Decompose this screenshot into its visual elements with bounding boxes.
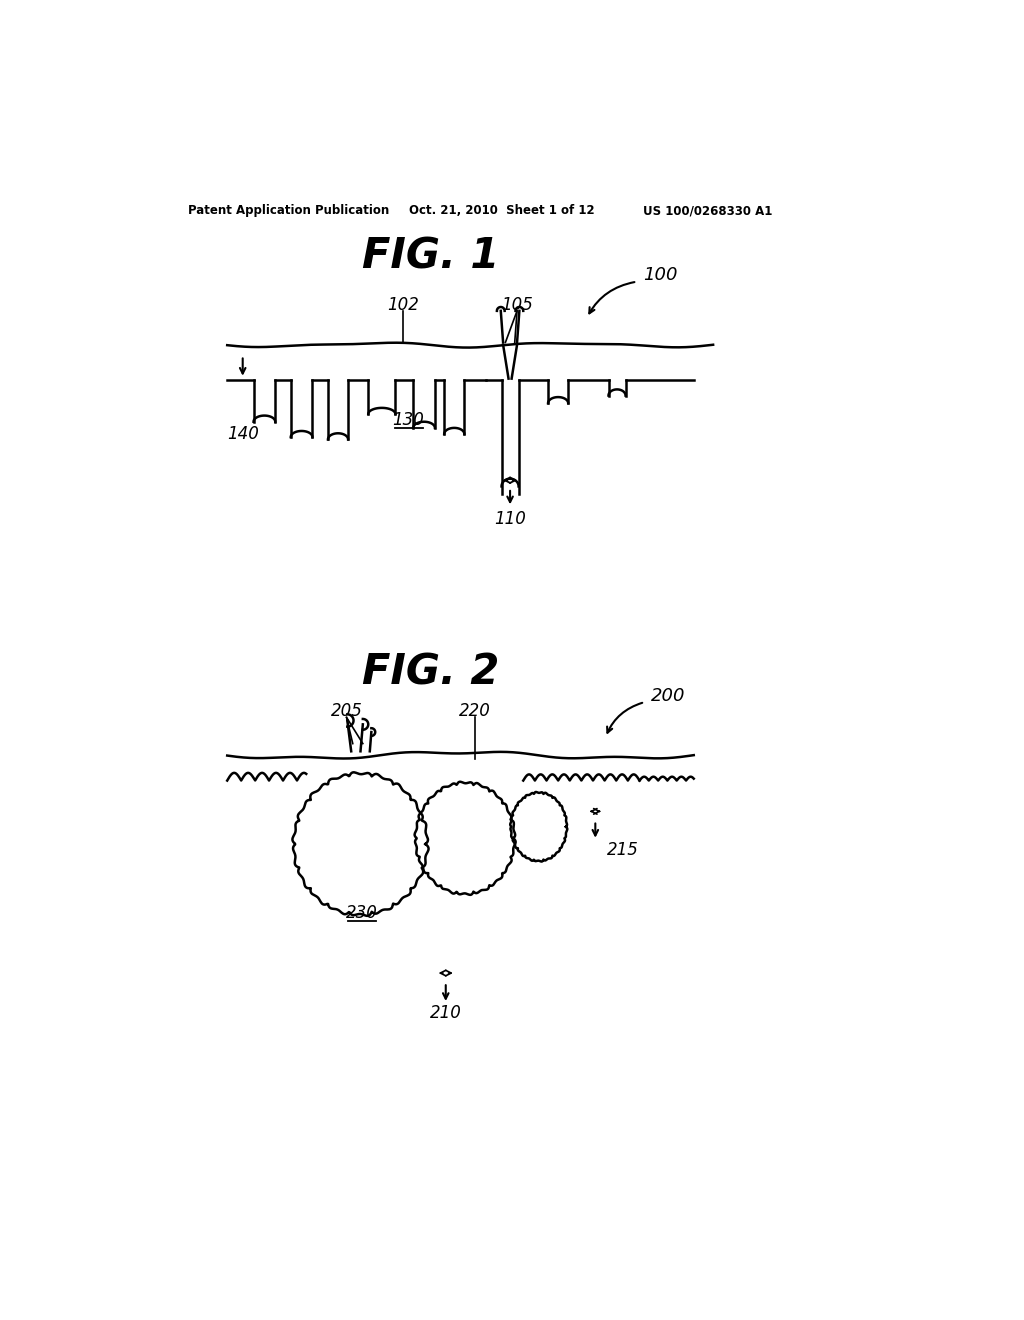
Text: 230: 230 xyxy=(346,904,378,921)
Text: 205: 205 xyxy=(331,702,362,721)
Text: 105: 105 xyxy=(501,296,532,314)
Text: 130: 130 xyxy=(392,412,425,429)
Text: 200: 200 xyxy=(651,686,686,705)
Text: FIG. 2: FIG. 2 xyxy=(361,652,499,694)
Text: 220: 220 xyxy=(459,702,492,721)
Text: 210: 210 xyxy=(430,1005,462,1022)
Text: 140: 140 xyxy=(226,425,259,444)
Text: 110: 110 xyxy=(495,510,526,528)
Text: Oct. 21, 2010  Sheet 1 of 12: Oct. 21, 2010 Sheet 1 of 12 xyxy=(409,205,594,218)
Text: FIG. 1: FIG. 1 xyxy=(361,236,499,279)
Text: US 100/0268330 A1: US 100/0268330 A1 xyxy=(643,205,773,218)
Text: Patent Application Publication: Patent Application Publication xyxy=(188,205,390,218)
Text: 215: 215 xyxy=(606,841,638,859)
Text: 102: 102 xyxy=(387,296,419,314)
Text: 100: 100 xyxy=(643,267,678,284)
